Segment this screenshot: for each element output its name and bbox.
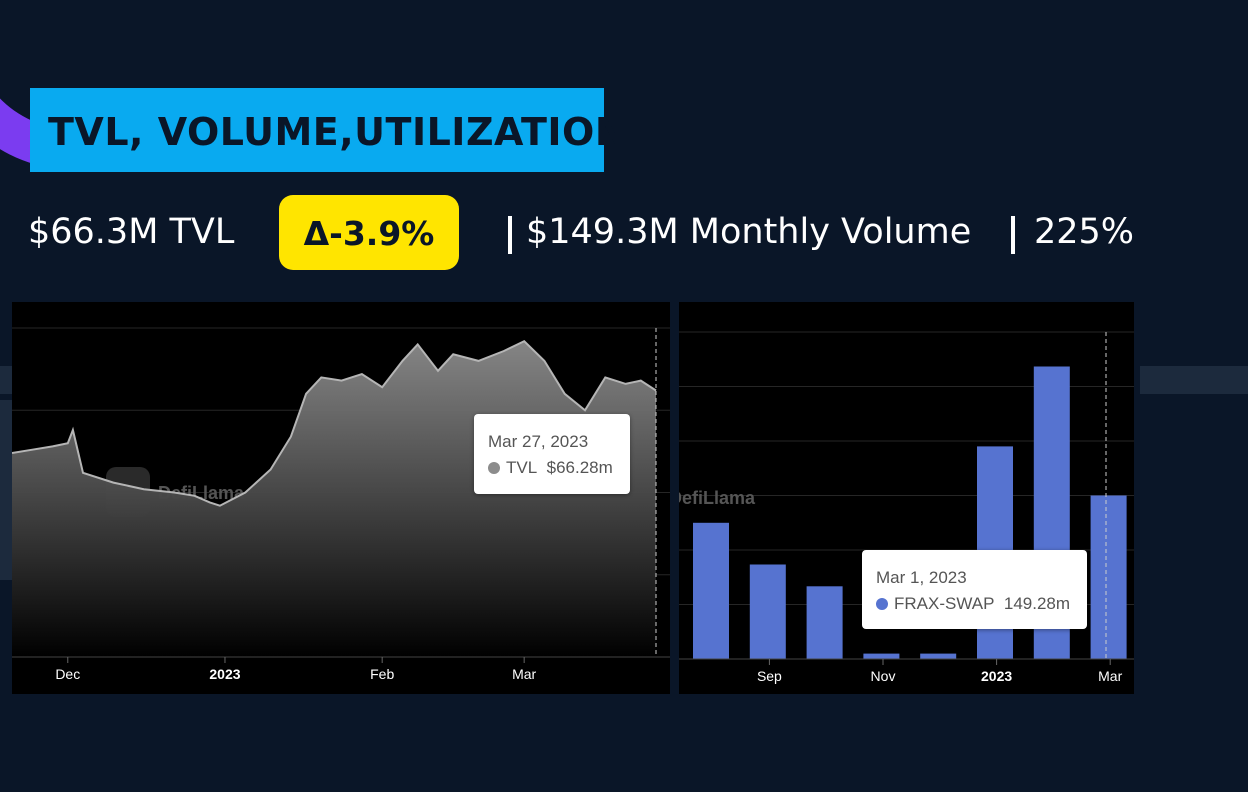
tooltip-row: FRAX-SWAP 149.28m (876, 594, 1070, 614)
tvl-line (12, 339, 657, 507)
tvl-area (12, 341, 656, 657)
tooltip-date: Mar 27, 2023 (488, 432, 589, 451)
x-tick-label: Sep (757, 668, 782, 684)
delta-value: Δ-3.9% (303, 214, 435, 253)
x-tick-label: Dec (55, 666, 80, 682)
tooltip-value: $66.28m (546, 458, 613, 477)
tooltip-row: TVL $66.28m (488, 458, 613, 478)
volume-stat: $149.3M Monthly Volume (526, 212, 972, 252)
delta-badge: Δ-3.9% (279, 195, 459, 270)
volume-bar (806, 586, 843, 659)
watermark-text: DefiLlama (679, 488, 756, 508)
x-tick-label: Nov (871, 668, 896, 684)
x-tick-label: 2023 (209, 666, 240, 682)
volume-bar (693, 522, 729, 660)
x-tick-label: 2023 (981, 668, 1012, 684)
tvl-stat: $66.3M TVL (28, 212, 235, 252)
separator (508, 216, 512, 254)
series-dot (488, 462, 500, 474)
tvl-chart-panel: DefiLlama Dec 2023 Feb Mar Mar 27, 2023 TVL… (12, 302, 670, 694)
x-tick-label: Mar (512, 666, 536, 682)
volume-bar (920, 653, 957, 659)
tooltip-date: Mar 1, 2023 (876, 568, 967, 587)
x-tick-label: Mar (1098, 668, 1122, 684)
volume-chart: DefiLlama Sep Nov 2023 Mar (679, 331, 1134, 684)
tooltip-value: 149.28m (1003, 594, 1071, 613)
x-tick-label: Feb (370, 666, 394, 682)
utilization-stat: 225% (1034, 212, 1135, 252)
volume-chart-panel: DefiLlama Sep Nov 2023 Mar Mar 1, 2023 FRAX… (679, 302, 1134, 694)
separator (1011, 216, 1015, 254)
volume-tooltip: Mar 1, 2023 FRAX-SWAP 149.28m (862, 550, 1087, 629)
series-dot (876, 598, 888, 610)
tvl-chart: DefiLlama Dec 2023 Feb Mar (12, 327, 670, 682)
tvl-tooltip: Mar 27, 2023 TVL $66.28m (474, 414, 630, 494)
volume-bar (863, 653, 900, 659)
volume-bar (1090, 495, 1127, 659)
volume-bar (749, 564, 786, 659)
tooltip-series: FRAX-SWAP (894, 594, 995, 613)
tooltip-series: TVL (506, 458, 538, 477)
title-banner: TVL, VOLUME,UTILIZATION (30, 88, 627, 172)
page-title: TVL, VOLUME,UTILIZATION (48, 110, 628, 154)
